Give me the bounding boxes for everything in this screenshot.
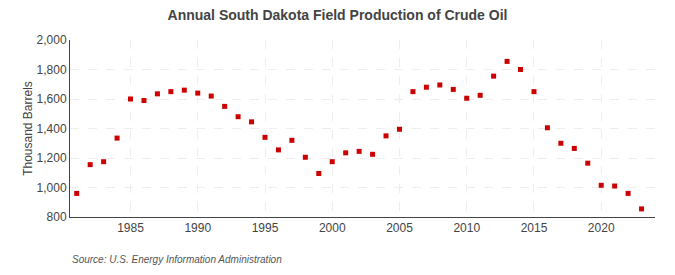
svg-text:2,000: 2,000	[37, 33, 67, 47]
svg-text:1995: 1995	[252, 221, 279, 235]
svg-text:2000: 2000	[319, 221, 346, 235]
svg-text:Thousand Barrels: Thousand Barrels	[21, 81, 35, 176]
svg-text:1,000: 1,000	[37, 181, 67, 195]
svg-text:Annual South Dakota Field Prod: Annual South Dakota Field Production of …	[168, 7, 508, 23]
svg-text:2020: 2020	[588, 221, 615, 235]
svg-text:1,600: 1,600	[37, 92, 67, 106]
svg-text:1985: 1985	[117, 221, 144, 235]
svg-text:1,400: 1,400	[37, 122, 67, 136]
svg-text:1,200: 1,200	[37, 151, 67, 165]
svg-text:2010: 2010	[453, 221, 480, 235]
svg-text:1990: 1990	[184, 221, 211, 235]
svg-text:2005: 2005	[386, 221, 413, 235]
svg-text:2015: 2015	[521, 221, 548, 235]
svg-text:1,800: 1,800	[37, 63, 67, 77]
svg-text:Source: U.S. Energy Informatio: Source: U.S. Energy Information Administ…	[72, 254, 282, 265]
svg-text:800: 800	[47, 210, 67, 224]
